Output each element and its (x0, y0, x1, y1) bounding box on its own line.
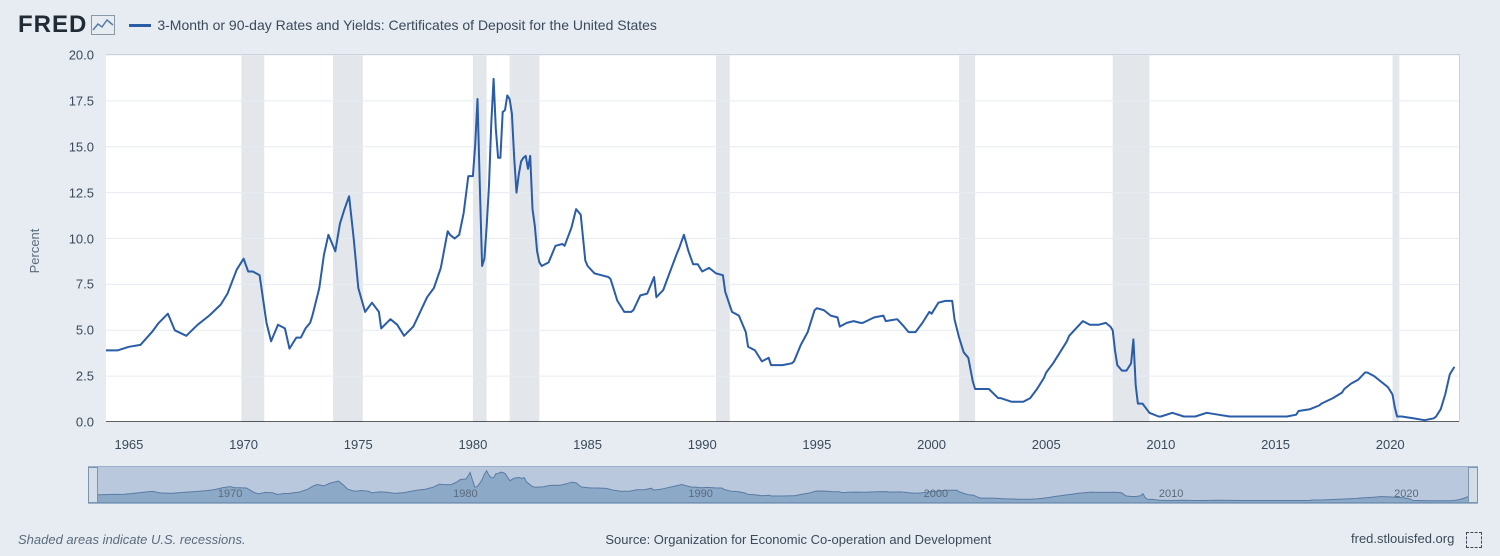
y-tick: 0.0 (76, 415, 94, 430)
footer: Shaded areas indicate U.S. recessions. S… (18, 531, 1482, 548)
range-handle-left[interactable] (88, 467, 98, 503)
range-selector[interactable]: 1970 1980 1990 2000 2010 2020 (88, 466, 1478, 504)
range-tick: 2000 (924, 488, 948, 500)
range-tick: 2020 (1394, 488, 1418, 500)
logo-chart-icon (91, 15, 115, 35)
range-tick: 2010 (1159, 488, 1183, 500)
range-handle-right[interactable] (1468, 467, 1478, 503)
site-label: fred.stlouisfed.org (1351, 531, 1454, 546)
x-tick: 1985 (573, 437, 602, 452)
y-tick: 5.0 (76, 323, 94, 338)
source-text: Source: Organization for Economic Co-ope… (605, 532, 991, 547)
x-tick: 1995 (802, 437, 831, 452)
y-tick: 17.5 (69, 93, 94, 108)
legend-swatch (129, 24, 151, 27)
y-tick: 7.5 (76, 277, 94, 292)
x-tick: 2020 (1376, 437, 1405, 452)
fred-logo[interactable]: FRED (18, 11, 115, 39)
x-tick: 1970 (229, 437, 258, 452)
x-tick: 2000 (917, 437, 946, 452)
x-tick: 1975 (344, 437, 373, 452)
legend-label: 3-Month or 90-day Rates and Yields: Cert… (157, 17, 657, 33)
x-tick: 1965 (114, 437, 143, 452)
plot-area: Percent 0.02.55.07.510.012.515.017.520.0… (18, 46, 1482, 456)
range-tick: 1990 (688, 488, 712, 500)
range-tick: 1970 (218, 488, 242, 500)
x-tick: 2015 (1261, 437, 1290, 452)
logo-text: FRED (18, 11, 87, 39)
y-tick: 12.5 (69, 185, 94, 200)
chart-canvas[interactable]: 0.02.55.07.510.012.515.017.520.019651970… (106, 54, 1460, 422)
y-axis-label: Percent (27, 229, 42, 274)
x-tick: 2005 (1032, 437, 1061, 452)
y-tick: 2.5 (76, 369, 94, 384)
x-tick: 1980 (458, 437, 487, 452)
x-tick: 1990 (688, 437, 717, 452)
fred-chart-container: FRED 3-Month or 90-day Rates and Yields:… (0, 0, 1500, 556)
site-and-expand: fred.stlouisfed.org (1351, 531, 1482, 548)
range-tick: 1980 (453, 488, 477, 500)
header: FRED 3-Month or 90-day Rates and Yields:… (18, 10, 1482, 40)
x-tick: 2010 (1146, 437, 1175, 452)
recession-footnote: Shaded areas indicate U.S. recessions. (18, 532, 246, 547)
y-tick: 15.0 (69, 139, 94, 154)
legend-item[interactable]: 3-Month or 90-day Rates and Yields: Cert… (129, 17, 657, 33)
y-tick: 20.0 (69, 48, 94, 63)
y-tick: 10.0 (69, 231, 94, 246)
fullscreen-icon[interactable] (1466, 532, 1482, 548)
